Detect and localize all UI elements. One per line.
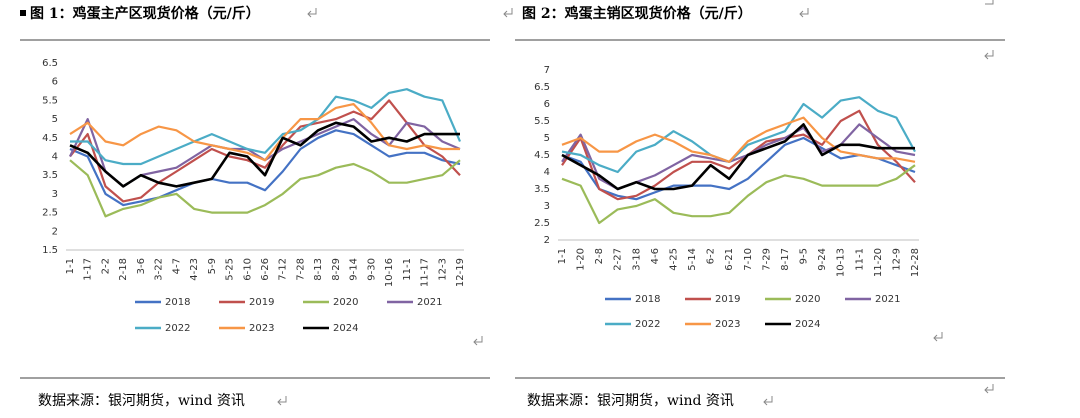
y-tick-label: 5 [52,114,58,125]
x-tick-label: 3-22 [154,258,165,281]
x-tick-label: 1-1 [65,258,76,274]
series-line [561,116,916,163]
series-line [561,109,916,201]
x-tick-label: 8-29 [331,258,342,281]
legend-label: 2022 [635,319,660,330]
y-tick-label: 3 [544,201,550,212]
x-tick-label: 8-17 [780,248,791,271]
y-tick-label: 2 [544,235,550,246]
x-tick-label: 11-17 [420,258,431,287]
x-tick-label: 9-30 [366,258,377,281]
series-line [561,136,916,201]
x-tick-label: 12-28 [910,248,921,277]
legend-label: 2024 [795,319,820,330]
y-tick-label: 4 [52,152,58,163]
x-tick-label: 7-10 [743,248,754,271]
y-tick-label: 5.5 [42,95,58,106]
y-tick-label: 3.5 [42,170,58,181]
x-tick-label: 7-28 [295,258,306,281]
x-tick-label: 1-17 [83,258,94,281]
x-tick-label: 5-25 [225,258,236,281]
para-marks [277,0,994,406]
x-tick-label: 3-18 [631,248,642,271]
y-tick-label: 5.5 [534,116,550,127]
x-tick-label: 11-1 [854,248,865,271]
x-tick-label: 10-13 [836,248,847,277]
series-line [69,159,461,218]
x-tick-label: 1-20 [576,248,587,271]
x-tick-label: 6-21 [724,248,735,271]
x-tick-label: 9-24 [817,248,828,271]
y-tick-label: 4 [544,167,550,178]
y-tick-label: 1.5 [42,245,58,256]
x-tick-label: 12-9 [891,248,902,271]
y-tick-label: 6 [52,77,58,88]
x-tick-label: 9-14 [349,258,360,281]
series-line [70,88,462,166]
y-tick-label: 2.5 [42,208,58,219]
x-tick-label: 2-18 [118,258,129,281]
series-line [69,121,460,188]
x-tick-label: 8-13 [313,258,324,281]
x-tick-label: 7-12 [278,258,289,281]
x-tick-label: 12-3 [437,258,448,281]
y-tick-label: 6.5 [534,82,550,93]
x-tick-label: 10-16 [384,258,395,287]
bullet [20,10,26,16]
x-tick-label: 2-8 [594,248,605,264]
series-line [561,123,915,191]
x-tick-label: 6-2 [706,248,717,264]
series-line [69,129,461,207]
x-tick-label: 5-14 [687,248,698,271]
y-tick-label: 4.5 [534,150,550,161]
x-tick-label: 12-19 [455,258,466,287]
y-tick-label: 7 [544,65,550,76]
x-tick-label: 1-1 [557,248,568,264]
y-tick-label: 6 [544,99,550,110]
x-tick-label: 3-6 [136,258,147,274]
y-tick-label: 4.5 [42,133,58,144]
series-line [561,96,916,174]
x-tick-label: 2-27 [613,248,624,271]
legend-label: 2021 [875,294,900,305]
chart-title: 图 1：鸡蛋主产区现货价格（元/斤） [30,5,260,22]
legend-label: 2023 [249,323,274,334]
legend-label: 2023 [715,319,740,330]
y-tick-label: 5 [544,133,550,144]
legend-label: 2024 [333,323,358,334]
legend-label: 2022 [165,323,190,334]
source: 数据来源：银河期货，wind 资讯 [38,392,245,409]
y-tick-label: 6.5 [42,58,58,69]
series-line [69,99,461,203]
x-tick-label: 4-23 [189,258,200,281]
x-tick-label: 4-6 [650,248,661,264]
chart-title: 图 2：鸡蛋主销区现货价格（元/斤） [522,5,752,22]
legend-label: 2019 [249,297,274,308]
series-line [561,164,916,225]
x-tick-label: 11-1 [402,258,413,281]
legend-label: 2020 [333,297,358,308]
legend-label: 2019 [715,294,740,305]
x-tick-label: 7-29 [761,248,772,271]
y-tick-label: 3 [52,189,58,200]
x-tick-label: 9-5 [799,248,810,264]
x-tick-label: 5-9 [207,258,218,274]
x-tick-label: 6-26 [260,258,271,281]
x-tick-label: 4-25 [668,248,679,271]
x-tick-label: 6-10 [242,258,253,281]
legend-label: 2018 [635,294,660,305]
legend-label: 2021 [417,297,442,308]
series-line [69,103,460,162]
legend-label: 2020 [795,294,820,305]
x-tick-label: 11-20 [873,248,884,277]
legend-label: 2018 [165,297,190,308]
y-tick-label: 3.5 [534,184,550,195]
source: 数据来源：银河期货，wind 资讯 [527,392,734,409]
x-tick-label: 2-2 [100,258,111,274]
series-line [561,123,916,191]
x-tick-label: 4-7 [171,258,182,274]
y-tick-label: 2 [52,226,58,237]
y-tick-label: 2.5 [534,218,550,229]
